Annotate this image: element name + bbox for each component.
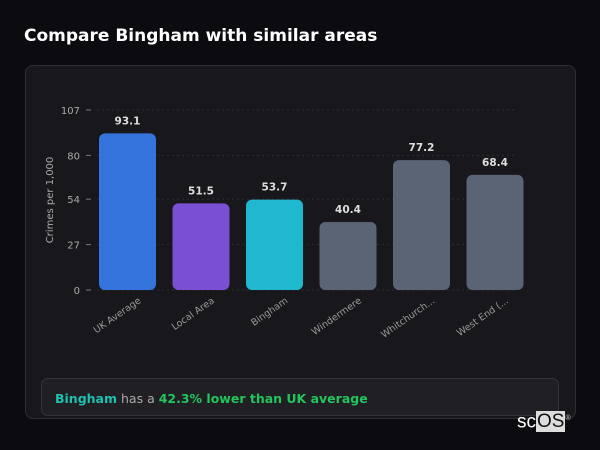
page-title: Compare Bingham with similar areas bbox=[24, 26, 378, 46]
x-tick-label: Whitchurch... bbox=[379, 295, 437, 340]
x-tick-label: Windermere bbox=[310, 295, 364, 337]
data-label: 93.1 bbox=[115, 115, 141, 127]
bar bbox=[99, 133, 156, 290]
data-label: 51.5 bbox=[188, 185, 214, 197]
x-tick-label: West End (... bbox=[455, 295, 511, 339]
bar bbox=[393, 160, 450, 290]
y-tick-label: 107 bbox=[61, 106, 80, 117]
summary-highlight: 42.3% lower than UK average bbox=[158, 391, 368, 406]
bar bbox=[172, 203, 230, 290]
y-axis-label: Crimes per 1,000 bbox=[45, 157, 56, 244]
x-tick-label: Bingham bbox=[249, 295, 290, 328]
comparison-summary: Bingham has a 42.3% lower than UK averag… bbox=[41, 378, 559, 416]
y-tick-label: 54 bbox=[67, 195, 80, 206]
data-label: 77.2 bbox=[409, 142, 435, 154]
data-label: 53.7 bbox=[262, 182, 288, 194]
y-tick-label: 0 bbox=[74, 286, 80, 297]
bar bbox=[466, 174, 524, 290]
summary-area: Bingham bbox=[55, 391, 118, 406]
y-tick-label: 27 bbox=[67, 241, 80, 252]
data-label: 40.4 bbox=[335, 204, 361, 216]
bar bbox=[246, 199, 303, 290]
data-label: 68.4 bbox=[482, 157, 508, 169]
summary-text: has a bbox=[117, 391, 159, 406]
x-tick-label: UK Average bbox=[92, 295, 144, 336]
y-tick-label: 80 bbox=[67, 151, 80, 162]
x-tick-label: Local Area bbox=[170, 295, 217, 332]
bar bbox=[319, 222, 377, 290]
scos-logo: scOS® bbox=[517, 411, 571, 433]
